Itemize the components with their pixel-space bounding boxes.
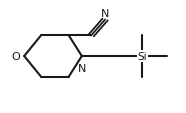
Text: Si: Si	[137, 52, 147, 61]
Text: O: O	[12, 52, 20, 61]
Text: N: N	[78, 64, 86, 74]
Text: N: N	[101, 9, 109, 19]
